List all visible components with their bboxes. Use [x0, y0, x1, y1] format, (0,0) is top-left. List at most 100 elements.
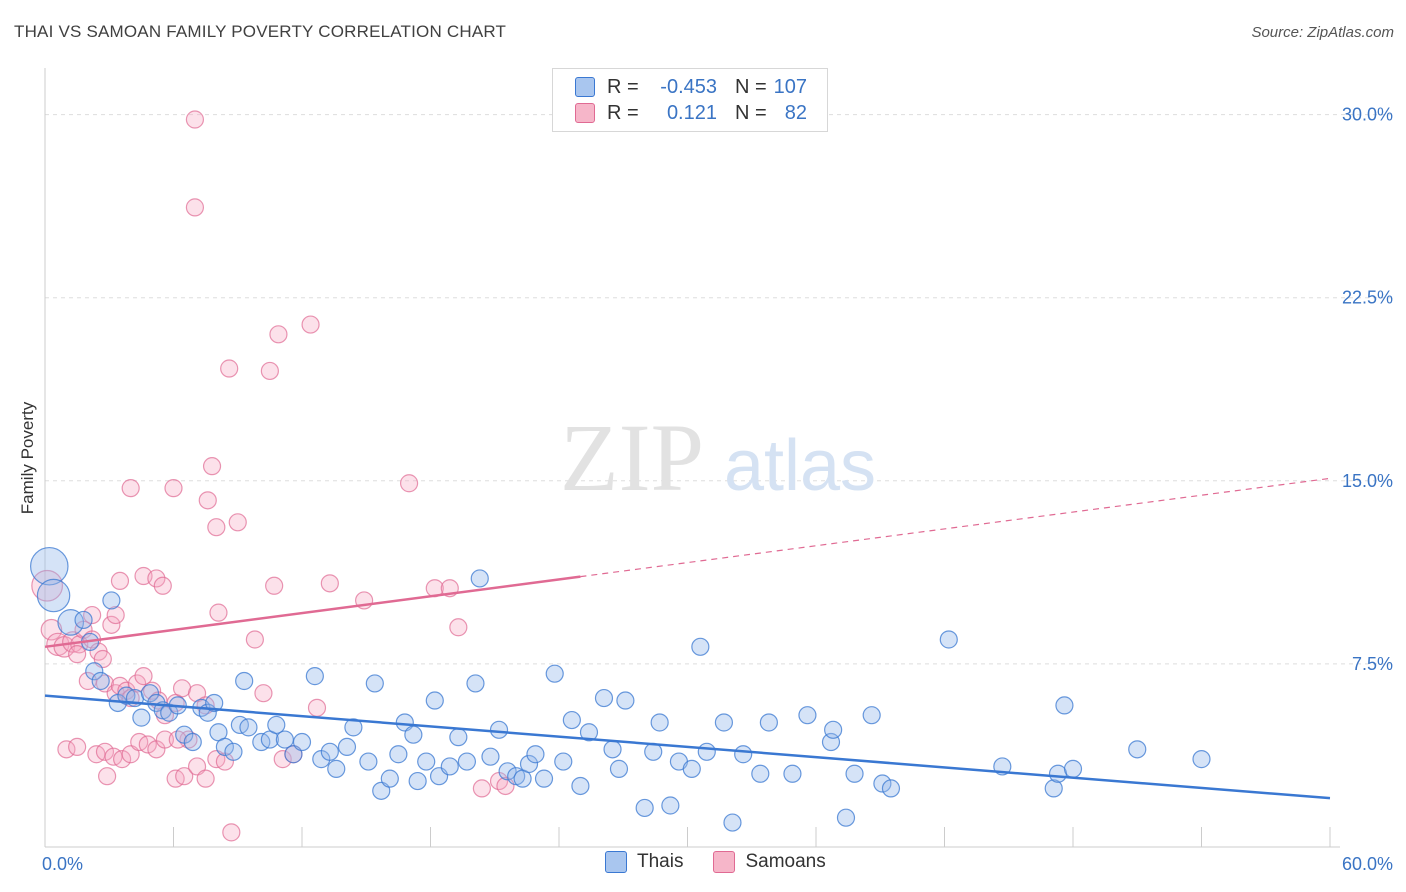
thai-point — [425, 691, 444, 710]
thai-point — [682, 759, 701, 778]
samoan-point — [301, 315, 320, 334]
thai-points — [29, 546, 1211, 832]
thai-point — [359, 752, 378, 771]
samoan-point — [273, 750, 292, 769]
thai-point — [873, 774, 892, 793]
samoan-point — [175, 767, 194, 786]
samoan-points — [31, 110, 515, 842]
samoan-point — [245, 630, 264, 649]
thai-point — [1192, 750, 1211, 769]
thai-point — [519, 754, 539, 774]
samoan-point — [155, 730, 175, 749]
thai-point — [759, 713, 778, 732]
watermark-atlas: atlas — [724, 426, 876, 506]
thai-point — [457, 752, 477, 771]
samoan-point — [83, 605, 102, 625]
thai-point — [554, 752, 573, 771]
samoan-point — [102, 615, 121, 634]
thai-point — [545, 664, 564, 683]
thai-point — [939, 630, 958, 649]
thai-point — [650, 713, 669, 732]
y-tick-label: 30.0% — [1342, 105, 1393, 125]
thai-point — [91, 671, 110, 691]
thai-point — [751, 764, 770, 783]
samoan-point — [185, 110, 205, 129]
grid-lines — [45, 114, 1392, 665]
legend-swatch-samoan — [575, 103, 595, 123]
legend-r-value: -0.453 — [660, 75, 717, 98]
thai-point — [140, 684, 160, 703]
legend-item-thais[interactable]: Thais — [605, 851, 683, 873]
samoan-point — [98, 767, 117, 786]
legend-item-samoans[interactable]: Samoans — [713, 851, 826, 873]
samoan-point — [57, 740, 76, 759]
samoan-point — [207, 518, 226, 537]
thai-point — [470, 569, 489, 588]
thai-point — [661, 796, 680, 815]
thai-point — [691, 637, 710, 656]
samoan-point — [320, 574, 339, 593]
thai-point — [36, 578, 71, 613]
y-tick-label: 22.5% — [1342, 288, 1393, 308]
thai-point — [1063, 759, 1083, 778]
thai-point — [1048, 764, 1068, 783]
samoan-point — [399, 474, 419, 493]
thai-point — [267, 715, 286, 735]
chart-title: THAI VS SAMOAN FAMILY POVERTY CORRELATIO… — [14, 22, 507, 41]
legend-swatch-samoans — [713, 851, 736, 873]
y-tick-label: 7.5% — [1352, 654, 1393, 674]
samoan-point — [209, 603, 228, 622]
thai-point — [417, 752, 436, 771]
thai-point — [292, 732, 312, 752]
samoan-point — [127, 674, 147, 693]
legend-n-label: N = — [735, 75, 767, 98]
thai-point — [697, 742, 716, 761]
thai-point — [498, 762, 517, 781]
source-label: Source: ZipAtlas.com — [1251, 24, 1394, 41]
trend-lines — [44, 477, 1331, 800]
thai-point — [836, 808, 856, 827]
thai-point — [239, 718, 258, 737]
legend-label-samoans: Samoans — [745, 851, 826, 872]
x-tick-label: 0.0% — [42, 854, 83, 874]
thai-point — [609, 759, 629, 778]
legend-n-value: 82 — [784, 101, 807, 124]
legend-n-value: 107 — [773, 75, 807, 98]
samoan-point — [121, 479, 140, 498]
thai-point — [408, 771, 427, 791]
thai-point — [881, 779, 901, 798]
samoan-point — [110, 571, 130, 591]
thai-point — [845, 764, 864, 783]
samoan-point — [228, 513, 247, 532]
thai-point — [449, 728, 468, 747]
thai-point — [440, 757, 459, 776]
series-legend: Thais Samoans — [605, 851, 856, 873]
thai-point — [29, 546, 69, 586]
thai-point — [481, 747, 500, 766]
thai-point — [824, 720, 843, 739]
tick-labels: 7.5% 15.0% 22.5% 30.0% 0.0% 60.0% — [42, 105, 1393, 874]
samoan-point — [269, 325, 288, 344]
samoan-point — [254, 684, 273, 703]
thai-point — [562, 710, 581, 730]
thai-point — [723, 813, 742, 832]
thai-point — [389, 745, 408, 764]
samoan-point — [472, 779, 491, 798]
thai-point — [594, 688, 614, 708]
samoan-point — [185, 198, 205, 217]
thai-point — [616, 691, 635, 710]
thai-point — [526, 745, 545, 764]
samoan-point — [112, 750, 132, 769]
legend-row-thai: R = -0.453 N = 107 — [575, 76, 807, 98]
thai-point — [579, 723, 599, 742]
thai-point — [205, 693, 224, 713]
samoan-point — [134, 667, 153, 686]
thai-point — [534, 769, 554, 788]
thai-point — [380, 769, 399, 788]
thai-point — [635, 798, 654, 818]
x-tick-label: 60.0% — [1342, 854, 1393, 874]
correlation-legend: R = -0.453 N = 107 R = 0.121 N = 82 — [552, 68, 828, 132]
thai-point — [862, 706, 881, 725]
samoan-point — [153, 576, 172, 595]
